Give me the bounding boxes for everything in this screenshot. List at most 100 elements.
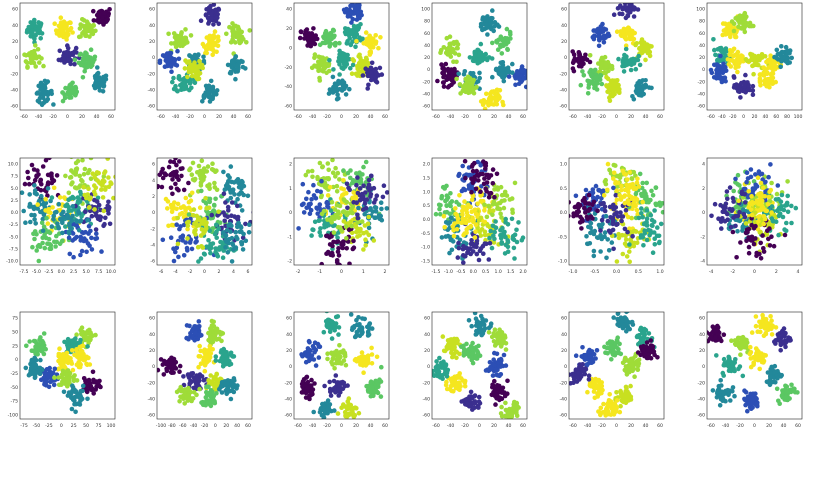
scatter-point (166, 31, 171, 37)
scatter-point (480, 27, 485, 33)
scatter-point (363, 159, 369, 165)
y-tick-label: -60 (559, 104, 567, 110)
y-tick-label: 20 (12, 39, 18, 45)
scatter-point (308, 207, 314, 213)
scatter-point (76, 60, 82, 66)
scatter-point (190, 213, 196, 218)
scatter-point (630, 181, 635, 187)
scatter-point (203, 195, 208, 201)
scatter-point (639, 211, 644, 216)
scatter-point (43, 98, 49, 104)
scatter-point (92, 197, 97, 203)
y-tick-label: 7.5 (11, 174, 18, 180)
scatter-point (725, 22, 730, 28)
scatter-point (107, 7, 112, 12)
scatter-point (304, 27, 310, 32)
scatter-point (504, 26, 510, 32)
scatter-point (765, 202, 771, 207)
scatter-point (585, 78, 590, 84)
y-tick-label: 0.0 (11, 210, 18, 216)
scatter-point (363, 190, 368, 195)
scatter-point (595, 33, 601, 39)
scatter-point (733, 15, 738, 21)
scatter-point (72, 170, 77, 175)
scatter-point (753, 236, 758, 241)
scatter-point (733, 176, 738, 182)
scatter-point (83, 209, 88, 214)
scatter-point (319, 55, 324, 61)
x-tick-label: 80 (784, 114, 790, 120)
scatter-point (224, 227, 230, 233)
scatter-point (325, 161, 331, 166)
scatter-point (359, 219, 365, 224)
scatter-point (450, 239, 456, 244)
x-tick-label: -1.0 (444, 269, 453, 275)
scatter-point (94, 213, 100, 219)
scatter-point (482, 208, 487, 213)
y-tick-label: 20 (286, 26, 292, 32)
scatter-point (490, 181, 496, 186)
scatter-point (591, 28, 596, 33)
scatter-point (490, 15, 495, 21)
scatter-point (456, 52, 462, 58)
scatter-point (189, 172, 195, 177)
scatter-point (363, 55, 369, 61)
scatter-point (326, 222, 332, 228)
scatter-point (199, 62, 205, 68)
scatter-point (751, 71, 756, 77)
scatter-point (633, 66, 639, 72)
y-tick-label: 2.5 (11, 198, 18, 204)
scatter-point (758, 180, 764, 186)
scatter-point (100, 195, 106, 200)
scatter-point (462, 158, 468, 164)
scatter-point (511, 245, 517, 251)
scatter-point (334, 203, 340, 208)
scatter-point (587, 53, 593, 58)
scatter-point (516, 220, 521, 225)
scatter-point (181, 187, 187, 193)
scatter-point (111, 195, 115, 201)
scatter-point (480, 171, 485, 177)
scatter-point (743, 72, 748, 78)
scatter-point (752, 219, 758, 225)
scatter-point (68, 95, 74, 100)
scatter-point (447, 52, 453, 58)
scatter-point (178, 83, 183, 88)
x-tick-label: -20 (461, 114, 469, 120)
scatter-point (69, 158, 74, 160)
scatter-point (510, 233, 516, 239)
scatter-point (454, 59, 459, 65)
scatter-point (92, 174, 97, 180)
scatter-point (606, 228, 612, 234)
scatter-point (648, 212, 654, 218)
scatter-point (723, 78, 728, 84)
scatter-point (28, 20, 33, 25)
scatter-point (724, 49, 729, 54)
scatter-point (223, 237, 229, 242)
scatter-point (586, 192, 592, 198)
y-tick-label: 60 (699, 31, 705, 37)
scatter-point (507, 197, 513, 202)
y-tick-label: -4 (150, 242, 155, 248)
scatter-point (325, 32, 331, 38)
y-tick-label: -1.5 (421, 259, 430, 265)
scatter-point (235, 221, 241, 226)
scatter-point (160, 175, 166, 181)
scatter-point (780, 214, 786, 220)
scatter-point (441, 74, 446, 80)
x-tick-label: -20 (729, 114, 737, 120)
scatter-point (67, 251, 73, 257)
scatter-point (720, 216, 725, 221)
scatter-point (185, 74, 190, 80)
scatter-point (91, 22, 96, 28)
point-cloud (296, 158, 389, 265)
scatter-point (461, 71, 467, 77)
scatter-point (367, 207, 373, 212)
scatter-point (596, 61, 601, 66)
scatter-point (76, 227, 82, 233)
scatter-point (455, 219, 461, 225)
scatter-point (472, 235, 478, 240)
scatter-point (623, 207, 629, 213)
x-tick-label: 2 (218, 269, 221, 275)
